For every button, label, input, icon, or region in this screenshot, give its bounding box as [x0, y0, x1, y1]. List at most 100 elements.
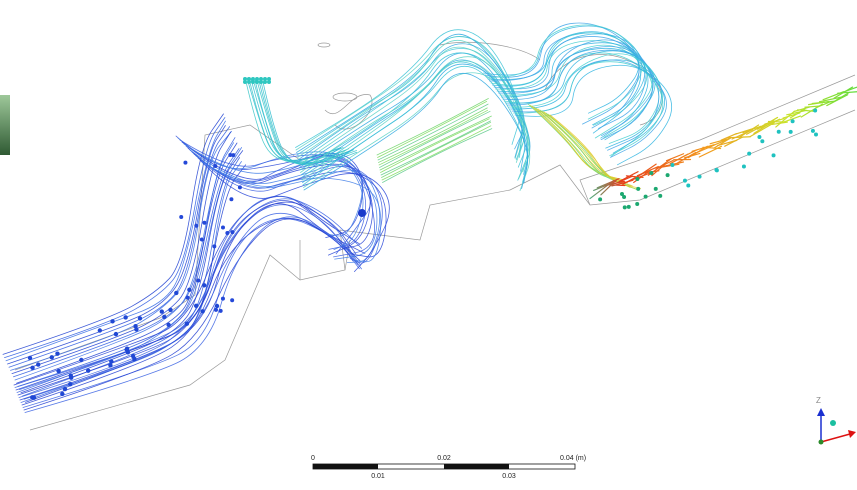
geometry-outline	[15, 42, 855, 430]
streamline	[202, 162, 381, 262]
streamline	[380, 116, 491, 170]
scale-bar-segment	[444, 464, 509, 469]
particle	[63, 387, 67, 391]
particle	[243, 80, 247, 84]
particle	[202, 283, 206, 287]
particle	[229, 197, 233, 201]
particle	[757, 135, 761, 139]
particle	[747, 152, 751, 156]
particle	[683, 179, 687, 183]
particle	[814, 132, 818, 136]
particle	[598, 197, 602, 201]
triad-origin	[819, 440, 824, 445]
particle	[123, 315, 127, 319]
streamline	[20, 148, 242, 390]
particle	[183, 161, 187, 165]
scale-label: 0	[311, 455, 315, 462]
particle	[185, 322, 189, 326]
streamline	[750, 123, 774, 137]
triad-label: Z	[816, 396, 821, 405]
particle	[666, 173, 670, 177]
particle	[213, 164, 217, 168]
particle	[138, 316, 142, 320]
particle	[777, 130, 781, 134]
particle	[742, 165, 746, 169]
particle	[124, 347, 128, 351]
particle	[231, 153, 235, 157]
streamline	[297, 34, 525, 152]
particle	[789, 130, 793, 134]
particle	[79, 358, 83, 362]
streamline	[296, 36, 523, 151]
particle	[30, 395, 34, 399]
particle	[212, 244, 216, 248]
particle	[168, 308, 172, 312]
particle	[686, 183, 690, 187]
particle	[760, 139, 764, 143]
particle	[230, 230, 234, 234]
particle	[187, 288, 191, 292]
streamline	[299, 47, 524, 165]
particle	[55, 351, 59, 355]
particle	[670, 163, 674, 167]
particle	[114, 332, 118, 336]
scale-label: 0.02	[437, 455, 451, 462]
particle	[654, 187, 658, 191]
particle	[251, 80, 255, 84]
streamline	[23, 219, 361, 408]
particle	[658, 194, 662, 198]
x-axis-head	[848, 430, 856, 438]
particle	[185, 296, 189, 300]
particle	[622, 195, 626, 199]
particle	[698, 175, 702, 179]
particle	[635, 202, 639, 206]
particle	[56, 369, 60, 373]
streamline	[14, 196, 359, 385]
particle	[194, 304, 198, 308]
streamline	[16, 200, 356, 390]
particle	[772, 153, 776, 157]
streamline	[779, 116, 800, 123]
particle	[162, 315, 166, 319]
particle	[166, 323, 170, 327]
particle-markers	[28, 77, 818, 400]
particle	[110, 319, 114, 323]
axis-triad: Z	[816, 396, 856, 445]
side-panel-edge	[0, 95, 10, 155]
streamline	[253, 80, 349, 164]
streamlines	[3, 23, 857, 412]
particle	[263, 80, 267, 84]
scale-bar-segment	[313, 464, 378, 469]
particle	[133, 324, 137, 328]
particle	[635, 177, 639, 181]
particle	[36, 362, 40, 366]
particle	[60, 392, 64, 396]
particle	[160, 309, 164, 313]
particle	[214, 308, 218, 312]
particle	[174, 291, 178, 295]
particle	[132, 357, 136, 361]
particle	[813, 108, 817, 112]
particle	[109, 359, 113, 363]
streamline	[17, 196, 351, 392]
streamline	[379, 108, 488, 163]
streamline	[24, 162, 242, 400]
particle	[791, 119, 795, 123]
x-axis-arrow	[821, 434, 850, 442]
particle	[267, 80, 271, 84]
streamline	[296, 30, 520, 148]
scale-label: 0.01	[371, 473, 385, 480]
streamline	[739, 125, 758, 137]
particle	[225, 231, 229, 235]
particle	[200, 237, 204, 241]
particle	[247, 80, 251, 84]
particle	[194, 224, 198, 228]
particle	[69, 373, 73, 377]
particle	[259, 80, 263, 84]
particle	[50, 355, 54, 359]
z-axis-head	[817, 408, 825, 416]
particle	[200, 309, 204, 313]
scale-bar: 0 0.01 0.02 0.03 0.04 (m)	[311, 455, 586, 480]
particle	[644, 195, 648, 199]
particle	[714, 168, 718, 172]
